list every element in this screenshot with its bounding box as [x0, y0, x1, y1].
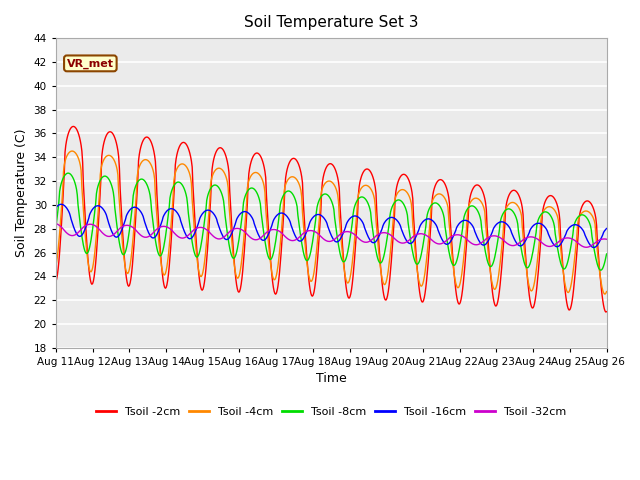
Tsoil -32cm [62, 229, 70, 235]
Tsoil -4cm [68, 148, 76, 154]
Tsoil -32cm [398, 240, 406, 246]
Tsoil -16cm [415, 227, 423, 232]
Tsoil -4cm [62, 156, 70, 162]
Tsoil -8cm [415, 260, 423, 265]
Line: Tsoil -16cm: Tsoil -16cm [56, 204, 607, 248]
Line: Tsoil -32cm: Tsoil -32cm [56, 224, 607, 247]
Tsoil -2cm [602, 309, 610, 315]
Tsoil -4cm [415, 278, 423, 284]
Tsoil -16cm [175, 213, 183, 219]
Tsoil -2cm [415, 284, 423, 289]
Tsoil -32cm [414, 231, 422, 237]
Tsoil -4cm [603, 288, 611, 294]
Tsoil -2cm [204, 236, 212, 241]
Tsoil -8cm [175, 180, 183, 185]
Tsoil -16cm [120, 223, 127, 229]
Tsoil -16cm [204, 207, 212, 213]
Tsoil -4cm [601, 291, 609, 297]
Tsoil -32cm [52, 221, 60, 227]
Tsoil -2cm [62, 143, 70, 148]
Tsoil -16cm [603, 226, 611, 231]
Line: Tsoil -2cm: Tsoil -2cm [56, 126, 607, 312]
Tsoil -2cm [175, 144, 183, 150]
Tsoil -2cm [399, 172, 406, 178]
Tsoil -8cm [52, 225, 60, 231]
Tsoil -4cm [175, 163, 183, 168]
Line: Tsoil -4cm: Tsoil -4cm [56, 151, 607, 294]
Tsoil -16cm [399, 230, 406, 236]
Tsoil -32cm [204, 228, 211, 233]
Tsoil -8cm [603, 251, 611, 257]
Tsoil -8cm [64, 170, 72, 176]
Tsoil -4cm [399, 187, 406, 192]
Tsoil -8cm [399, 200, 406, 206]
Y-axis label: Soil Temperature (C): Soil Temperature (C) [15, 129, 28, 257]
Tsoil -8cm [120, 252, 127, 258]
Tsoil -32cm [118, 224, 126, 229]
Tsoil -8cm [62, 171, 70, 177]
Tsoil -8cm [596, 267, 604, 273]
Tsoil -16cm [63, 205, 70, 211]
Tsoil -4cm [52, 264, 60, 269]
Text: VR_met: VR_met [67, 58, 114, 69]
Tsoil -2cm [70, 123, 77, 129]
Tsoil -8cm [204, 191, 212, 197]
Title: Soil Temperature Set 3: Soil Temperature Set 3 [244, 15, 419, 30]
Line: Tsoil -8cm: Tsoil -8cm [56, 173, 607, 270]
Tsoil -2cm [52, 279, 60, 285]
Tsoil -4cm [204, 218, 212, 224]
Tsoil -16cm [52, 205, 60, 211]
Tsoil -16cm [58, 202, 65, 207]
Tsoil -16cm [589, 245, 597, 251]
Tsoil -2cm [120, 239, 127, 245]
Tsoil -2cm [603, 309, 611, 314]
Tsoil -32cm [583, 244, 591, 250]
Tsoil -32cm [603, 236, 611, 242]
Tsoil -4cm [120, 249, 127, 254]
Tsoil -32cm [175, 234, 182, 240]
Legend: Tsoil -2cm, Tsoil -4cm, Tsoil -8cm, Tsoil -16cm, Tsoil -32cm: Tsoil -2cm, Tsoil -4cm, Tsoil -8cm, Tsoi… [92, 403, 571, 422]
X-axis label: Time: Time [316, 372, 347, 385]
